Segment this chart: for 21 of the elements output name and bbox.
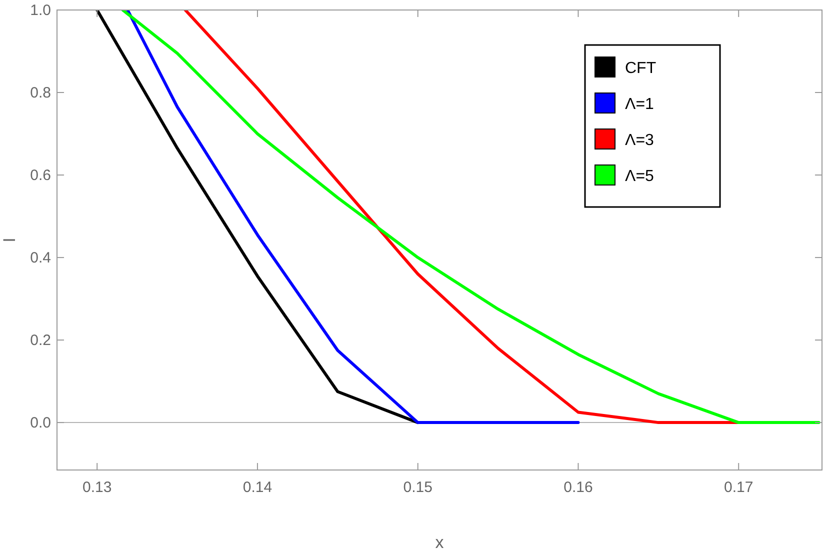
legend-label: Λ=3 xyxy=(625,132,654,149)
legend-label: CFT xyxy=(625,60,656,77)
y-axis-title: I xyxy=(0,238,19,242)
y-tick-label: 1.0 xyxy=(30,2,51,19)
x-tick-label: 0.15 xyxy=(403,479,432,496)
y-tick-label: 0.6 xyxy=(30,167,51,184)
line-series xyxy=(126,10,580,424)
y-tick-label: 0.8 xyxy=(30,84,51,102)
line-series xyxy=(184,10,740,424)
line-series xyxy=(96,10,420,424)
y-tick-label: 0.2 xyxy=(30,332,51,350)
x-tick-label: 0.16 xyxy=(564,479,593,496)
legend-label: Λ=1 xyxy=(625,96,654,113)
x-tick-label: 0.13 xyxy=(82,479,112,496)
line-series xyxy=(121,10,820,424)
x-tick-label: 0.17 xyxy=(724,479,754,496)
x-axis-title: x xyxy=(435,533,444,552)
legend-label: Λ=5 xyxy=(625,168,654,185)
y-tick-label: 0.0 xyxy=(30,414,51,432)
y-tick-label: 0.4 xyxy=(30,250,51,267)
x-tick-label: 0.14 xyxy=(242,479,272,496)
